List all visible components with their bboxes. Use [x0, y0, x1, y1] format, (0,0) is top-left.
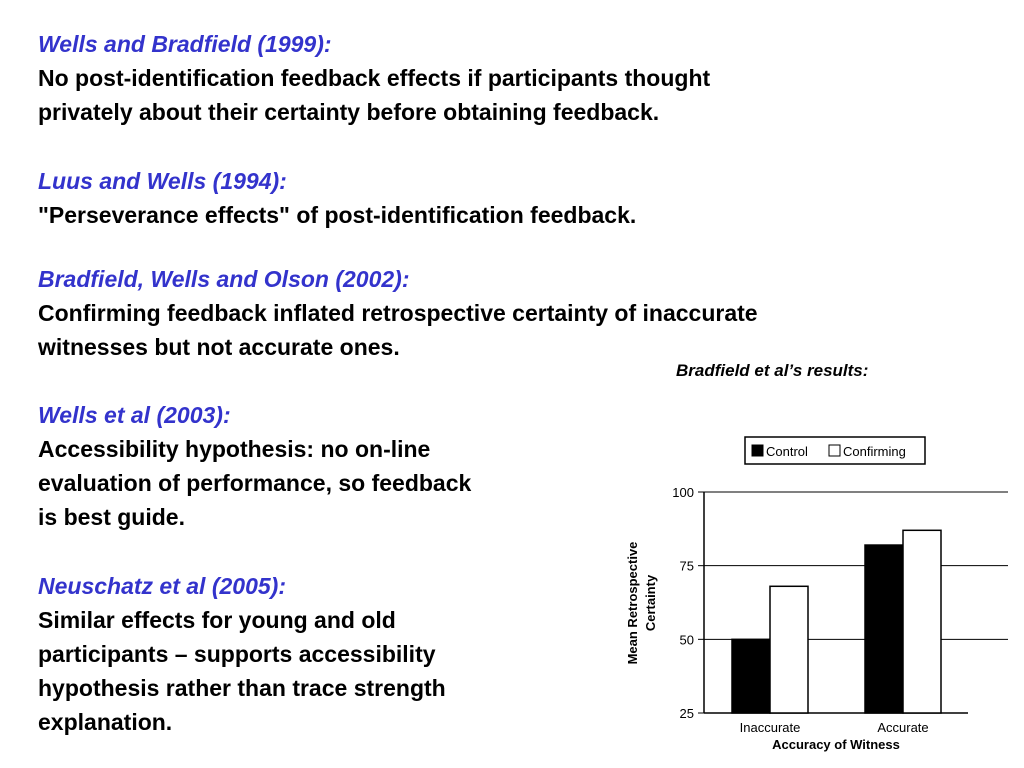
- y-tick-label: 25: [680, 706, 694, 721]
- legend-label: Confirming: [843, 444, 906, 459]
- entry-text-line: participants – supports accessibility: [38, 641, 436, 667]
- citation: Luus and Wells (1994):: [38, 168, 287, 194]
- x-tick-label: Inaccurate: [740, 720, 801, 735]
- y-tick-label: 100: [672, 485, 694, 500]
- entry-neuschatz-2005: Neuschatz et al (2005): Similar effects …: [38, 569, 446, 739]
- x-axis-label: Accuracy of Witness: [772, 737, 900, 752]
- entry-luus-wells-1994: Luus and Wells (1994): "Perseverance eff…: [38, 164, 636, 232]
- bar-confirming: [902, 529, 942, 714]
- entry-text-line: No post-identification feedback effects …: [38, 65, 711, 91]
- results-caption: Bradfield et al’s results:: [676, 361, 869, 380]
- entry-text-line: is best guide.: [38, 504, 185, 530]
- entry-text-line: privately about their certainty before o…: [38, 99, 660, 125]
- entry-text-line: hypothesis rather than trace strength: [38, 675, 446, 701]
- citation: Bradfield, Wells and Olson (2002):: [38, 266, 410, 292]
- citation: Neuschatz et al (2005):: [38, 573, 286, 599]
- entry-text-line: Confirming feedback inflated retrospecti…: [38, 300, 758, 326]
- citation: Wells et al (2003):: [38, 402, 231, 428]
- chart-svg: 25 50 75 100 Inaccurate Accurate Accuracy of W…: [625, 436, 1008, 752]
- legend-swatch-confirming: [828, 444, 841, 457]
- legend-label: Control: [766, 444, 808, 459]
- x-tick-label: Accurate: [877, 720, 928, 735]
- entry-text-line: explanation.: [38, 709, 173, 735]
- entry-wells-bradfield-1999: Wells and Bradfield (1999): No post-iden…: [38, 27, 710, 129]
- results-bar-chart: 25 50 75 100 Inaccurate Accurate Accuracy of W…: [608, 428, 1024, 768]
- bar-confirming: [769, 585, 809, 714]
- y-tick-label: 75: [680, 559, 694, 574]
- entry-text-line: witnesses but not accurate ones.: [38, 334, 400, 360]
- entry-bradfield-wells-olson-2002: Bradfield, Wells and Olson (2002): Confi…: [38, 262, 758, 364]
- entry-text-line: evaluation of performance, so feedback: [38, 470, 472, 496]
- legend-box: [744, 436, 926, 465]
- bar-control: [864, 544, 904, 714]
- entry-wells-2003: Wells et al (2003): Accessibility hypoth…: [38, 398, 471, 534]
- bar-control: [731, 638, 771, 714]
- y-axis-label: Certainty: [643, 574, 658, 631]
- entry-text-line: "Perseverance effects" of post-identific…: [38, 202, 637, 228]
- entry-text-line: Accessibility hypothesis: no on-line: [38, 436, 431, 462]
- entry-text-line: Similar effects for young and old: [38, 607, 396, 633]
- citation: Wells and Bradfield (1999):: [38, 31, 332, 57]
- y-axis-label: Mean Retrospective: [625, 542, 640, 665]
- legend-swatch-control: [751, 444, 764, 457]
- y-tick-label: 50: [680, 632, 694, 647]
